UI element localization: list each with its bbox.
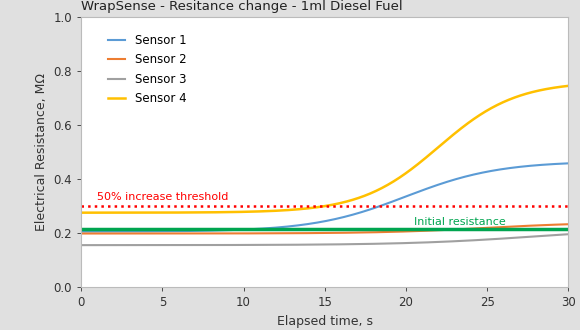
Sensor 2 [309,231,316,235]
Sensor 2 [342,231,349,235]
Text: WrapSense - Resitance change - 1ml Diesel Fuel: WrapSense - Resitance change - 1ml Diese… [81,0,403,13]
Sensor 3 [78,243,85,247]
Line: Sensor 1: Sensor 1 [81,163,568,232]
Sensor 1 [553,162,560,166]
Sensor 1 [565,161,572,165]
X-axis label: Elapsed time, s: Elapsed time, s [277,315,373,328]
Sensor 2 [78,232,85,236]
Sensor 1 [368,207,375,211]
Sensor 4 [553,85,560,89]
Sensor 3 [309,243,316,247]
Sensor 3 [565,232,572,236]
Sensor 2 [565,222,572,226]
Sensor 3 [477,238,484,242]
Sensor 1 [477,171,484,175]
Sensor 3 [368,242,375,246]
Sensor 4 [368,191,375,195]
Sensor 4 [565,84,572,88]
Sensor 4 [309,206,316,210]
Sensor 2 [477,226,484,230]
Sensor 1 [78,230,85,234]
Line: Sensor 2: Sensor 2 [81,224,568,234]
Sensor 1 [309,221,316,225]
Line: Sensor 3: Sensor 3 [81,234,568,245]
Sensor 1 [342,215,349,219]
Sensor 2 [312,231,319,235]
Sensor 3 [553,233,560,237]
Y-axis label: Electrical Resistance, MΩ: Electrical Resistance, MΩ [35,73,48,231]
Text: 50% increase threshold: 50% increase threshold [97,192,229,202]
Sensor 4 [312,206,319,210]
Sensor 3 [312,243,319,247]
Sensor 4 [342,200,349,204]
Sensor 4 [78,211,85,214]
Sensor 4 [477,113,484,116]
Line: Sensor 4: Sensor 4 [81,86,568,213]
Sensor 2 [553,223,560,227]
Sensor 1 [312,221,319,225]
Sensor 2 [368,230,375,234]
Sensor 3 [342,242,349,246]
Text: Initial resistance: Initial resistance [414,217,506,227]
Legend: Sensor 1, Sensor 2, Sensor 3, Sensor 4: Sensor 1, Sensor 2, Sensor 3, Sensor 4 [102,28,193,111]
